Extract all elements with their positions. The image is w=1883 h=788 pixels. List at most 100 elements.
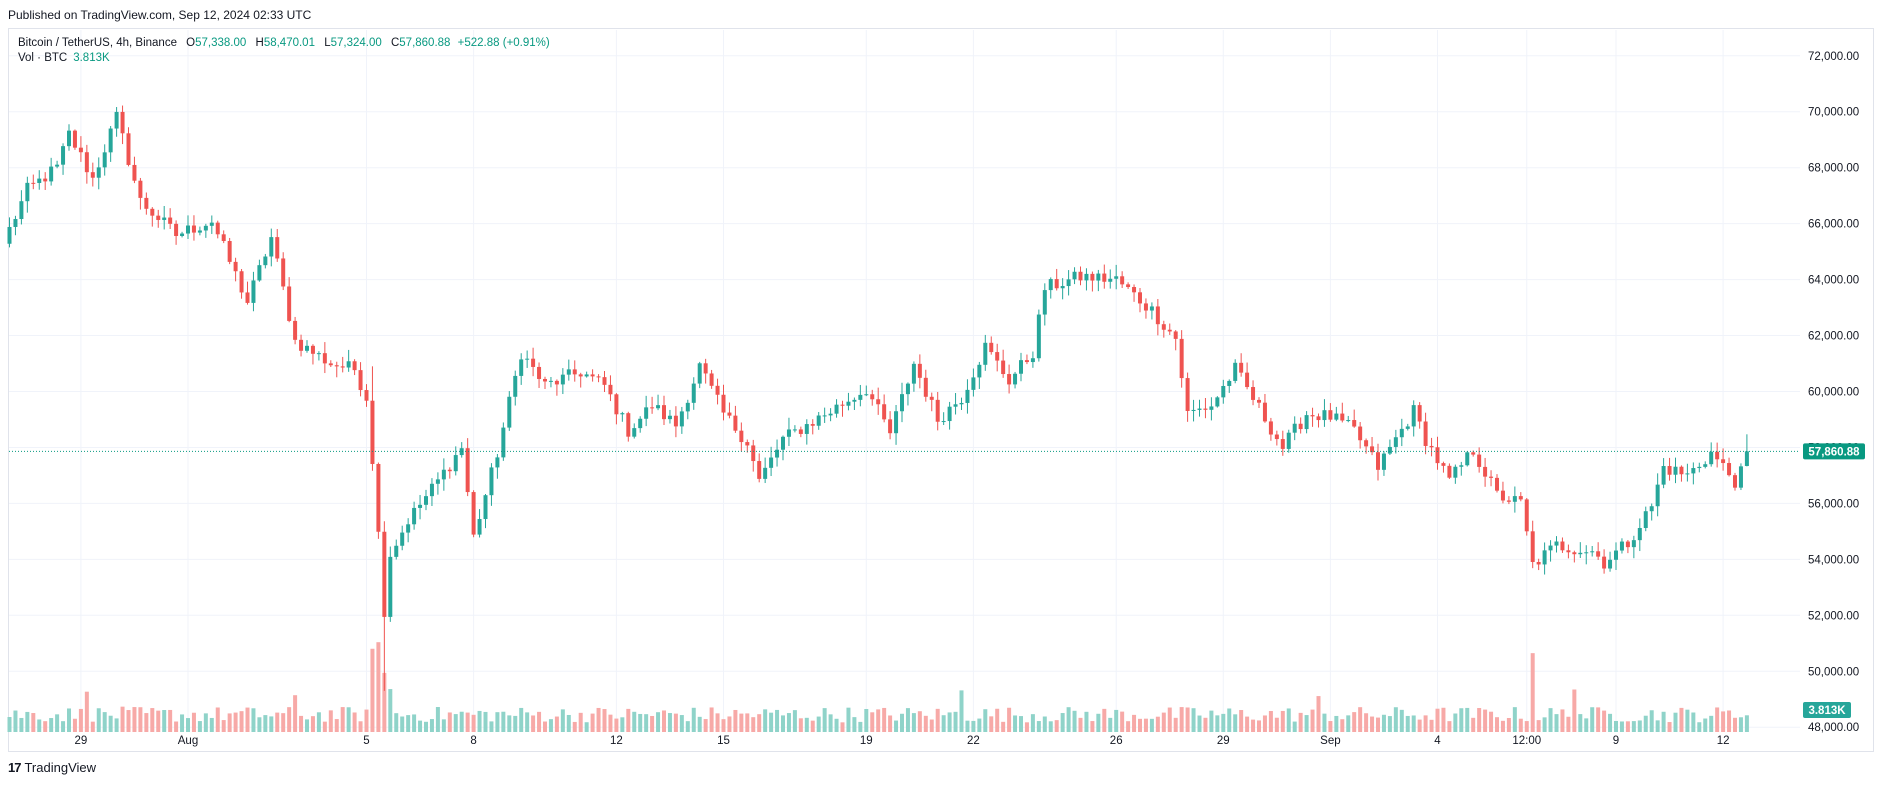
volume-bar [715,713,720,732]
volume-bar [1578,714,1583,732]
volume-bar [1685,709,1690,732]
candle-body [1566,550,1571,553]
volume-bar [1572,689,1577,732]
volume-bar [822,708,827,732]
close-label: C [390,37,400,49]
candle-body [1548,545,1553,551]
volume-bar [156,710,161,732]
candle-body [1280,439,1285,449]
candle-body [572,369,577,375]
candle-body [1727,463,1732,476]
volume-bar [31,713,36,732]
candle-body [1530,531,1535,562]
candle-body [376,463,381,532]
footer-branding[interactable]: 17 TradingView [8,760,96,775]
candle-body [340,366,345,368]
volume-bar [489,721,494,732]
candle-body [1691,468,1696,474]
candle-body [1251,387,1256,400]
volume-bar [435,707,440,732]
volume-bar [13,710,18,732]
candle-body [1197,408,1202,410]
candle-body [1596,551,1601,557]
volume-bar [602,709,607,732]
volume-bar [1447,721,1452,732]
volume-bar [1667,722,1672,732]
volume-title[interactable]: Vol · BTC [18,52,68,64]
candle-body [7,226,12,244]
high-label: H [255,37,264,49]
volume-bar [1209,710,1214,732]
volume-bar [191,712,196,732]
candle-body [1614,550,1618,560]
x-tick-label: 8 [470,735,476,747]
volume-bar [245,707,250,732]
candle-body [1399,428,1404,438]
volume-bar [1619,721,1624,732]
candle-body [1274,434,1279,440]
candle-body [733,415,738,431]
x-tick-label: 26 [1110,735,1123,747]
candle-body [120,111,125,134]
candle-body [1221,385,1226,398]
volume-bar [7,716,12,732]
volume-bar [1251,719,1256,732]
volume-bar [1387,716,1392,732]
volume-bar [67,708,71,732]
volume-bar [876,709,881,732]
candle-body [55,164,60,167]
volume-bar [1352,712,1357,732]
volume-bar [406,715,411,732]
candle-body [400,532,405,546]
volume-bar [293,695,298,732]
candle-body [43,178,48,182]
candle-body [1524,499,1529,532]
y-tick-label: 50,000.00 [1808,666,1859,678]
volume-bar [215,707,220,732]
volume-bar [959,690,964,732]
candle-body [1060,286,1065,289]
volume-bar [965,720,970,732]
volume-bar [316,712,321,732]
volume-bar [1679,707,1684,732]
candle-body [435,479,440,484]
candle-body [703,363,708,374]
volume-bar [923,715,928,732]
volume-bar [162,710,167,732]
candle-body [1203,408,1208,410]
candle-body [1364,440,1369,447]
candle-body [299,339,304,351]
candle-body [929,396,934,400]
candle-body [543,378,547,382]
candle-body [1649,506,1654,512]
volume-bar [1138,718,1142,732]
symbol-label[interactable]: Bitcoin / TetherUS, 4h, Binance [18,37,177,49]
volume-bar [1239,710,1244,732]
candle-body [471,492,476,535]
volume-bar [1381,714,1386,732]
volume-bar [441,719,446,732]
candle-body [626,413,631,437]
candle-body [1173,331,1178,339]
candle-body [489,467,494,496]
volume-bar [816,716,821,732]
volume-bar [370,648,375,732]
candle-body [1042,290,1047,315]
volume-bar [560,709,565,732]
chart-grid [9,30,1800,732]
candle-body [1447,465,1452,478]
candle-body [316,353,321,355]
candle-body [370,400,375,464]
candle-body [1536,561,1541,565]
candle-body [328,363,333,366]
volume-bar [1661,711,1666,732]
volume-bar [1030,714,1035,732]
volume-bar [459,711,464,732]
candle-body [786,429,791,437]
volume-bar [596,707,601,732]
candle-body [61,146,66,165]
volume-bar [673,713,678,732]
volume-bar [1019,716,1023,732]
candle-body [1030,358,1035,363]
